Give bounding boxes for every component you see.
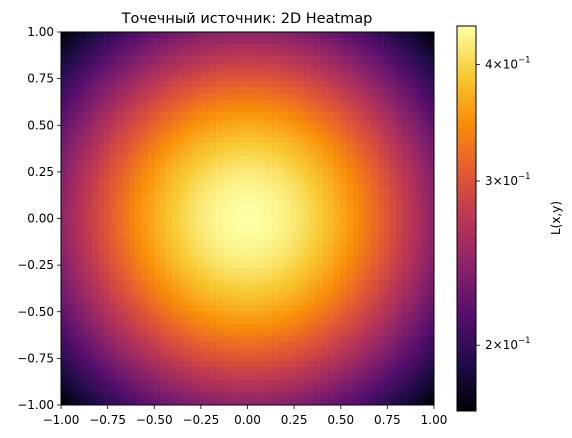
y-tick-label: 0.50	[27, 118, 54, 132]
x-tick-label: −1.00	[43, 413, 80, 427]
colorbar-label: L(x,y)	[549, 201, 563, 235]
colorbar-tick-label: 3×10−1	[485, 172, 531, 188]
chart-title: Точечный источник: 2D Heatmap	[121, 11, 373, 27]
colorbar-tick-label: 4×10−1	[485, 56, 531, 72]
y-tick-label: 1.00	[27, 25, 54, 39]
y-tick-label: 0.00	[27, 212, 54, 226]
y-tick-label: −0.25	[17, 258, 54, 272]
x-tick-label: 1.00	[421, 413, 448, 427]
x-tick-label: 0.50	[327, 413, 354, 427]
colorbar-frame	[456, 25, 477, 412]
x-tick-label: 0.25	[281, 413, 308, 427]
y-axis: 1.00 0.75 0.50 0.25 0.00 −0.25 −0.50 −0.75 −1.00	[17, 25, 61, 412]
colorbar-ticks: 4×10−1 3×10−1 2×10−1	[476, 56, 531, 352]
y-tick-label: 0.25	[27, 165, 54, 179]
x-tick-label: 0.75	[374, 413, 401, 427]
x-tick-label: −0.75	[89, 413, 126, 427]
y-tick-label: −1.00	[17, 398, 54, 412]
x-tick-label: −0.25	[182, 413, 219, 427]
y-tick-label: −0.50	[17, 305, 54, 319]
x-tick-label: 0.00	[234, 413, 261, 427]
y-tick-label: 0.75	[27, 72, 54, 86]
colorbar-gradient	[457, 26, 476, 411]
colorbar: 4×10−1 3×10−1 2×10−1 L(x,y)	[456, 25, 563, 412]
colorbar-tick-label: 2×10−1	[485, 336, 531, 352]
x-tick-label: −0.50	[136, 413, 173, 427]
x-axis: −1.00 −0.75 −0.50 −0.25 0.00 0.25 0.50 0.75 1.00	[43, 405, 448, 427]
heatmap-plot-area	[60, 31, 435, 406]
y-tick-label: −0.75	[17, 351, 54, 365]
